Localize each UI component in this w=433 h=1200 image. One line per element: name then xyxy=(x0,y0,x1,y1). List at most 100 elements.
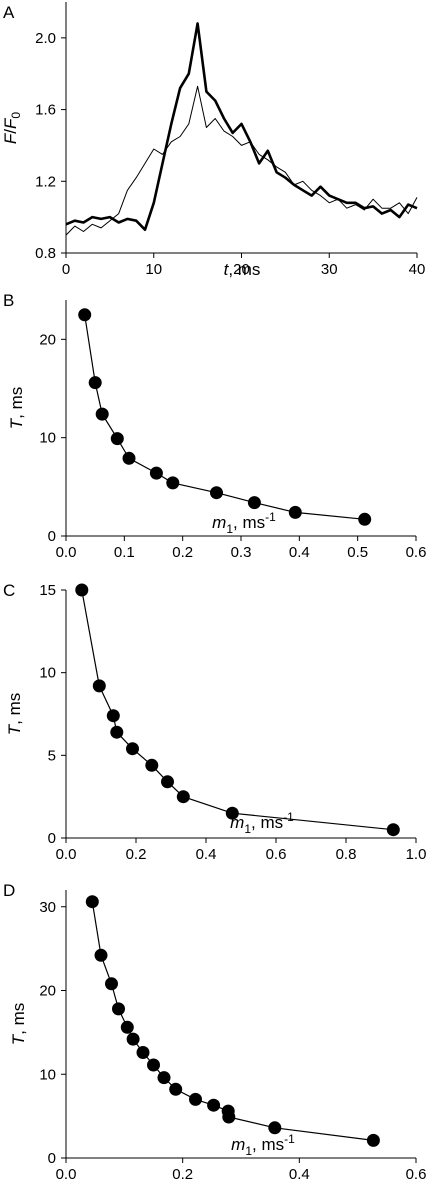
y-axis-label: F/F0 xyxy=(1,112,23,145)
data-point xyxy=(106,709,120,723)
x-label-superscript: -1 xyxy=(284,1132,295,1146)
y-tick-label: 2.0 xyxy=(35,30,56,47)
data-point xyxy=(176,790,190,804)
y-tick-label: 30 xyxy=(39,899,56,916)
y-label-var: T xyxy=(7,417,26,429)
y-tick-label: 10 xyxy=(39,665,56,682)
data-point xyxy=(110,432,124,446)
x-tick-label: 30 xyxy=(321,261,338,278)
y-label-unit: , ms xyxy=(7,387,26,419)
x-tick-label: 0.3 xyxy=(231,544,252,561)
data-point xyxy=(210,486,223,500)
y-tick-label: 0 xyxy=(48,830,56,847)
x-tick-label: 0.6 xyxy=(406,1166,427,1183)
data-point xyxy=(95,407,109,421)
data-point xyxy=(288,505,302,519)
y-tick-label: 10 xyxy=(39,430,56,447)
x-axis-label: m1, ms-1 xyxy=(231,1132,295,1158)
x-tick-label: 0.0 xyxy=(56,1166,77,1183)
data-point xyxy=(149,466,163,480)
y-tick-label: 20 xyxy=(39,983,56,1000)
data-point xyxy=(222,1110,236,1124)
x-label-subscript: 1 xyxy=(245,1144,252,1158)
data-point xyxy=(136,1046,150,1059)
data-point xyxy=(166,476,180,490)
y-tick-label: 1.2 xyxy=(35,173,56,190)
x-tick-label: 0.4 xyxy=(289,544,310,561)
y-label-slash: / xyxy=(1,129,20,134)
x-axis-label-var: t xyxy=(224,260,230,279)
data-point xyxy=(161,775,174,789)
data-point xyxy=(189,1092,202,1106)
y-label-numerator: F xyxy=(1,132,20,144)
panel-label: A xyxy=(3,3,15,22)
y-label-unit: , ms xyxy=(5,693,24,725)
x-tick-label: 1.0 xyxy=(406,846,427,863)
x-axis-label-unit: , ms xyxy=(228,260,260,279)
data-point xyxy=(75,583,89,597)
data-point xyxy=(94,948,108,962)
x-tick-label: 0.0 xyxy=(56,846,77,863)
x-tick-label: 0.6 xyxy=(266,846,287,863)
connecting-line xyxy=(91,901,374,1141)
x-label-subscript: 1 xyxy=(244,822,251,836)
data-point xyxy=(110,725,124,739)
y-tick-label: 10 xyxy=(39,1066,56,1083)
x-tick-label: 0.4 xyxy=(196,846,217,863)
connecting-line xyxy=(84,314,365,520)
x-tick-label: 0.0 xyxy=(56,544,77,561)
y-axis-label: T, ms xyxy=(7,387,26,430)
x-tick-label: 0.2 xyxy=(172,1166,193,1183)
data-point xyxy=(207,1098,221,1112)
x-axis-label: m1, ms-1 xyxy=(212,510,276,536)
data-point xyxy=(112,1002,125,1016)
x-tick-label: 0.1 xyxy=(114,544,135,561)
data-point xyxy=(268,1121,282,1135)
y-label-denominator: F xyxy=(1,117,20,129)
panel-label: C xyxy=(3,581,15,600)
connecting-line xyxy=(81,589,394,831)
data-point xyxy=(145,758,159,772)
data-point xyxy=(122,451,136,465)
x-tick-label: 0 xyxy=(62,261,70,278)
y-axis-label: T, ms xyxy=(5,693,24,736)
y-tick-label: 0 xyxy=(48,528,56,545)
data-point xyxy=(88,376,102,390)
y-tick-label: 15 xyxy=(39,582,56,599)
x-label-unit: , ms xyxy=(252,1135,284,1154)
series-line-thin xyxy=(65,85,418,236)
data-point xyxy=(78,308,92,322)
y-tick-label: 5 xyxy=(48,747,56,764)
x-label-unit: , ms xyxy=(233,513,265,532)
y-tick-label: 0.8 xyxy=(35,245,56,262)
x-tick-label: 0.8 xyxy=(336,846,357,863)
x-tick-label: 0.6 xyxy=(406,544,427,561)
data-point xyxy=(247,496,261,510)
data-point xyxy=(126,742,139,756)
x-tick-label: 0.2 xyxy=(172,544,193,561)
data-point xyxy=(126,1032,140,1046)
y-label-unit: , ms xyxy=(9,1003,28,1035)
data-point xyxy=(225,806,239,820)
y-axis-label: T, ms xyxy=(9,1003,28,1046)
x-label-superscript: -1 xyxy=(265,510,276,524)
panel-label: B xyxy=(3,291,14,310)
panel-a: A0 10 20 30 400.81.21.62.0t, msF/F0 xyxy=(1,2,425,279)
x-tick-label: 40 xyxy=(409,261,426,278)
panel-label: D xyxy=(3,881,15,900)
y-tick-label: 20 xyxy=(39,331,56,348)
data-point xyxy=(157,1071,171,1085)
x-label-var: m xyxy=(231,1135,245,1154)
data-point xyxy=(386,823,400,837)
x-tick-label: 10 xyxy=(145,261,162,278)
x-tick-label: 20 xyxy=(233,261,250,278)
x-label-subscript: 1 xyxy=(226,522,233,536)
data-point xyxy=(105,977,118,991)
data-point xyxy=(358,512,372,526)
y-label-var: T xyxy=(9,1033,28,1045)
data-point xyxy=(366,1133,380,1147)
y-label-subscript: 0 xyxy=(9,112,23,119)
